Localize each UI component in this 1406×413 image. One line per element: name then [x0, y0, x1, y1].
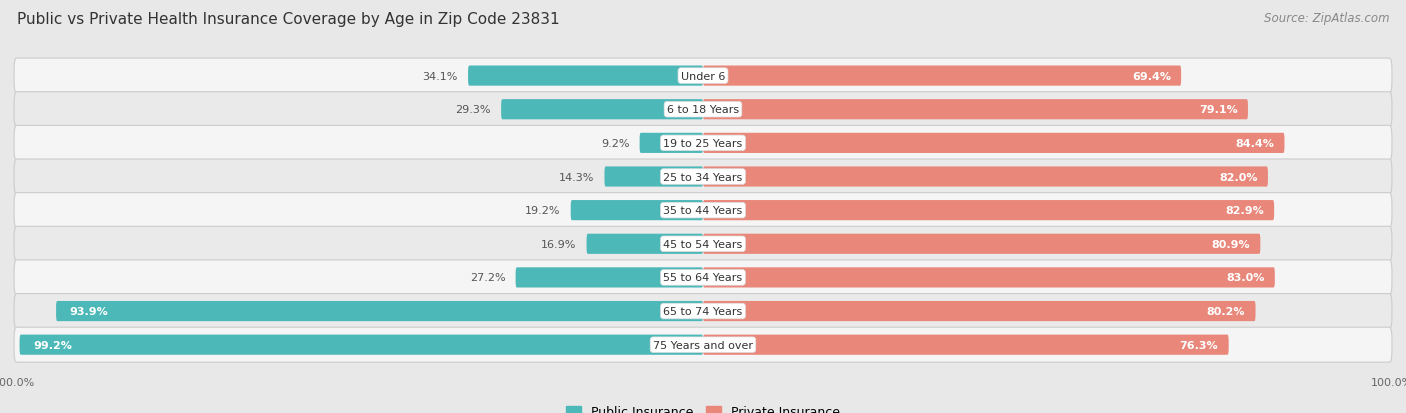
- FancyBboxPatch shape: [14, 93, 1392, 127]
- FancyBboxPatch shape: [586, 234, 703, 254]
- FancyBboxPatch shape: [703, 201, 1274, 221]
- Text: 25 to 34 Years: 25 to 34 Years: [664, 172, 742, 182]
- Text: 99.2%: 99.2%: [34, 340, 72, 350]
- Text: 84.4%: 84.4%: [1236, 138, 1274, 149]
- Text: 6 to 18 Years: 6 to 18 Years: [666, 105, 740, 115]
- Text: 35 to 44 Years: 35 to 44 Years: [664, 206, 742, 216]
- Text: 93.9%: 93.9%: [70, 306, 108, 316]
- FancyBboxPatch shape: [20, 335, 703, 355]
- Text: 55 to 64 Years: 55 to 64 Years: [664, 273, 742, 283]
- FancyBboxPatch shape: [501, 100, 703, 120]
- FancyBboxPatch shape: [703, 234, 1260, 254]
- FancyBboxPatch shape: [703, 100, 1249, 120]
- FancyBboxPatch shape: [703, 268, 1275, 288]
- Text: 19.2%: 19.2%: [524, 206, 561, 216]
- FancyBboxPatch shape: [571, 201, 703, 221]
- Text: Under 6: Under 6: [681, 71, 725, 81]
- FancyBboxPatch shape: [640, 133, 703, 154]
- Text: 45 to 54 Years: 45 to 54 Years: [664, 239, 742, 249]
- Text: 34.1%: 34.1%: [422, 71, 458, 81]
- FancyBboxPatch shape: [56, 301, 703, 321]
- Text: 29.3%: 29.3%: [456, 105, 491, 115]
- FancyBboxPatch shape: [14, 126, 1392, 161]
- FancyBboxPatch shape: [703, 335, 1229, 355]
- Text: 9.2%: 9.2%: [600, 138, 630, 149]
- FancyBboxPatch shape: [605, 167, 703, 187]
- Text: Public vs Private Health Insurance Coverage by Age in Zip Code 23831: Public vs Private Health Insurance Cover…: [17, 12, 560, 27]
- FancyBboxPatch shape: [14, 227, 1392, 262]
- Text: 83.0%: 83.0%: [1226, 273, 1264, 283]
- Text: 76.3%: 76.3%: [1180, 340, 1219, 350]
- FancyBboxPatch shape: [468, 66, 703, 86]
- FancyBboxPatch shape: [14, 159, 1392, 195]
- Text: 82.9%: 82.9%: [1225, 206, 1264, 216]
- Legend: Public Insurance, Private Insurance: Public Insurance, Private Insurance: [561, 401, 845, 413]
- Text: 14.3%: 14.3%: [558, 172, 595, 182]
- Text: 82.0%: 82.0%: [1219, 172, 1257, 182]
- FancyBboxPatch shape: [703, 167, 1268, 187]
- FancyBboxPatch shape: [516, 268, 703, 288]
- FancyBboxPatch shape: [14, 294, 1392, 329]
- Text: 69.4%: 69.4%: [1132, 71, 1171, 81]
- Text: Source: ZipAtlas.com: Source: ZipAtlas.com: [1264, 12, 1389, 25]
- Text: 79.1%: 79.1%: [1199, 105, 1237, 115]
- Text: 65 to 74 Years: 65 to 74 Years: [664, 306, 742, 316]
- Text: 75 Years and over: 75 Years and over: [652, 340, 754, 350]
- FancyBboxPatch shape: [14, 328, 1392, 362]
- FancyBboxPatch shape: [703, 66, 1181, 86]
- Text: 80.2%: 80.2%: [1206, 306, 1246, 316]
- FancyBboxPatch shape: [703, 133, 1285, 154]
- FancyBboxPatch shape: [703, 301, 1256, 321]
- Text: 27.2%: 27.2%: [470, 273, 505, 283]
- Text: 16.9%: 16.9%: [541, 239, 576, 249]
- FancyBboxPatch shape: [14, 260, 1392, 295]
- FancyBboxPatch shape: [14, 193, 1392, 228]
- Text: 80.9%: 80.9%: [1212, 239, 1250, 249]
- FancyBboxPatch shape: [14, 59, 1392, 94]
- Text: 19 to 25 Years: 19 to 25 Years: [664, 138, 742, 149]
